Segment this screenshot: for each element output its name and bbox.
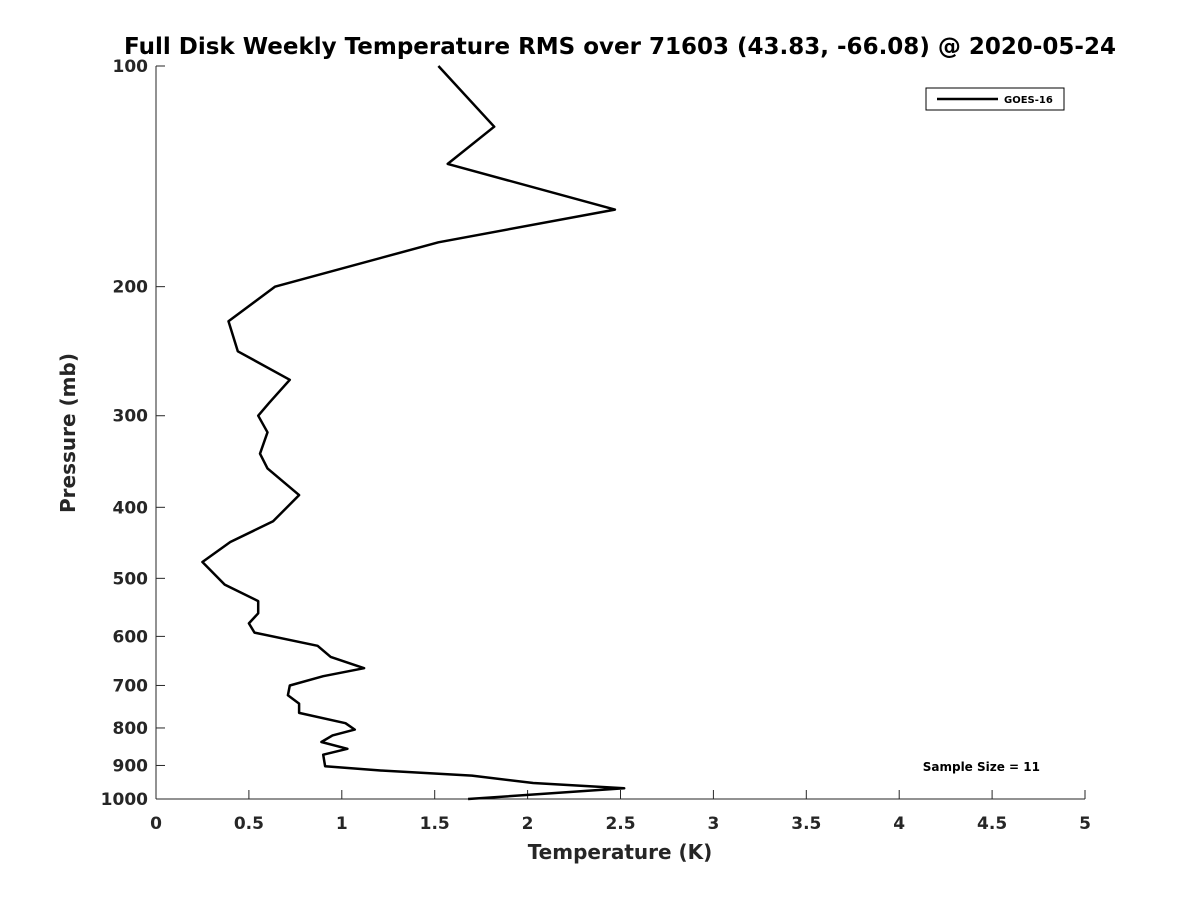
series-line-goes-16 <box>201 65 626 801</box>
x-tick-label: 0.5 <box>234 814 264 834</box>
legend: GOES-16 <box>925 87 1065 111</box>
axes: 0 0.5 1 1.5 2 2.5 3 3.5 4 4.5 5 100 200 300 400 500 600 7… <box>101 57 1091 834</box>
x-tick-label: 1.5 <box>420 814 450 834</box>
y-tick-label: 800 <box>113 719 149 739</box>
x-tick-label: 3.5 <box>791 814 821 834</box>
y-tick-label: 200 <box>113 278 149 298</box>
x-tick-label: 4 <box>893 814 905 834</box>
x-tick-label: 4.5 <box>977 814 1007 834</box>
y-tick-label: 700 <box>113 676 149 696</box>
x-tick-label: 0 <box>150 814 162 834</box>
y-tick-label: 300 <box>113 407 149 427</box>
y-tick-label: 100 <box>113 57 149 77</box>
y-tick-label: 900 <box>113 756 149 776</box>
x-tick-label: 3 <box>707 814 719 834</box>
y-tick-label: 500 <box>113 569 149 589</box>
sample-size-annotation: Sample Size = 11 <box>923 760 1040 774</box>
legend-label-goes16: GOES-16 <box>1004 95 1053 106</box>
y-tick-label: 400 <box>113 498 149 518</box>
x-axis-label: Temperature (K) <box>528 840 713 864</box>
x-tick-label: 2 <box>522 814 534 834</box>
x-tick-label: 1 <box>336 814 348 834</box>
chart-title: Full Disk Weekly Temperature RMS over 71… <box>124 34 1116 60</box>
y-tick-label: 1000 <box>101 790 148 810</box>
y-tick-label: 600 <box>113 627 149 647</box>
y-axis-label: Pressure (mb) <box>56 353 80 513</box>
x-tick-label: 2.5 <box>605 814 635 834</box>
x-tick-label: 5 <box>1079 814 1091 834</box>
plot-area <box>201 65 626 801</box>
